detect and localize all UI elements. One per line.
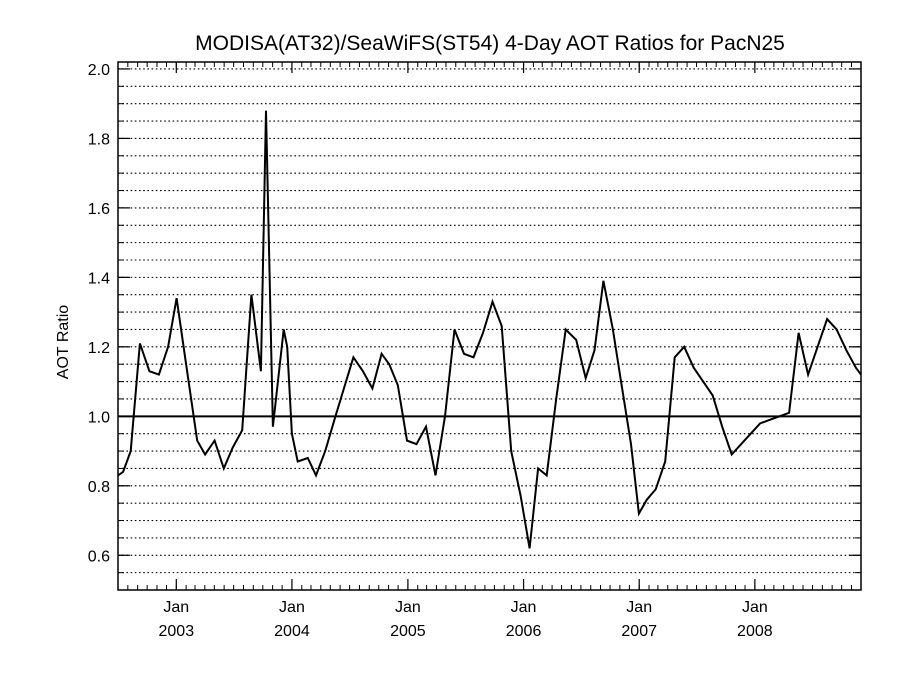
grid-layer [118, 68, 861, 574]
x-tick-label-year: 2007 [621, 623, 657, 640]
chart-title: MODISA(AT32)/SeaWiFS(ST54) 4-Day AOT Rat… [195, 32, 785, 55]
x-tick-label-year: 2005 [390, 623, 426, 640]
series-layer [117, 110, 862, 549]
y-axis-label: AOT Ratio [55, 305, 72, 380]
tick-label-layer: 0.6 0.8 1.0 1.2 1.4 1.6 1.8 2.0 Jan 2003 Jan 2004 Ja… [88, 62, 773, 640]
x-tick-label-month: Jan [163, 599, 189, 616]
x-tick-label-year: 2003 [159, 623, 195, 640]
x-tick-label-month: Jan [626, 599, 652, 616]
y-tick-label: 1.8 [88, 131, 110, 148]
y-tick-label: 0.6 [88, 548, 110, 565]
x-tick-label-year: 2006 [506, 623, 542, 640]
x-tick-label-month: Jan [395, 599, 421, 616]
y-tick-label: 0.8 [88, 479, 110, 496]
x-tick-label-month: Jan [511, 599, 537, 616]
y-tick-label: 1.6 [88, 201, 110, 218]
plot-frame [117, 61, 862, 591]
y-tick-label: 1.4 [88, 270, 110, 287]
y-tick-label: 1.0 [88, 409, 110, 426]
x-tick-label-year: 2004 [274, 623, 310, 640]
axes-layer [118, 62, 861, 590]
x-tick-label-month: Jan [279, 599, 305, 616]
y-tick-label: 2.0 [88, 62, 110, 79]
x-tick-label-month: Jan [742, 599, 768, 616]
series-line [117, 110, 862, 549]
x-tick-label-year: 2008 [737, 623, 773, 640]
y-tick-label: 1.2 [88, 340, 110, 357]
